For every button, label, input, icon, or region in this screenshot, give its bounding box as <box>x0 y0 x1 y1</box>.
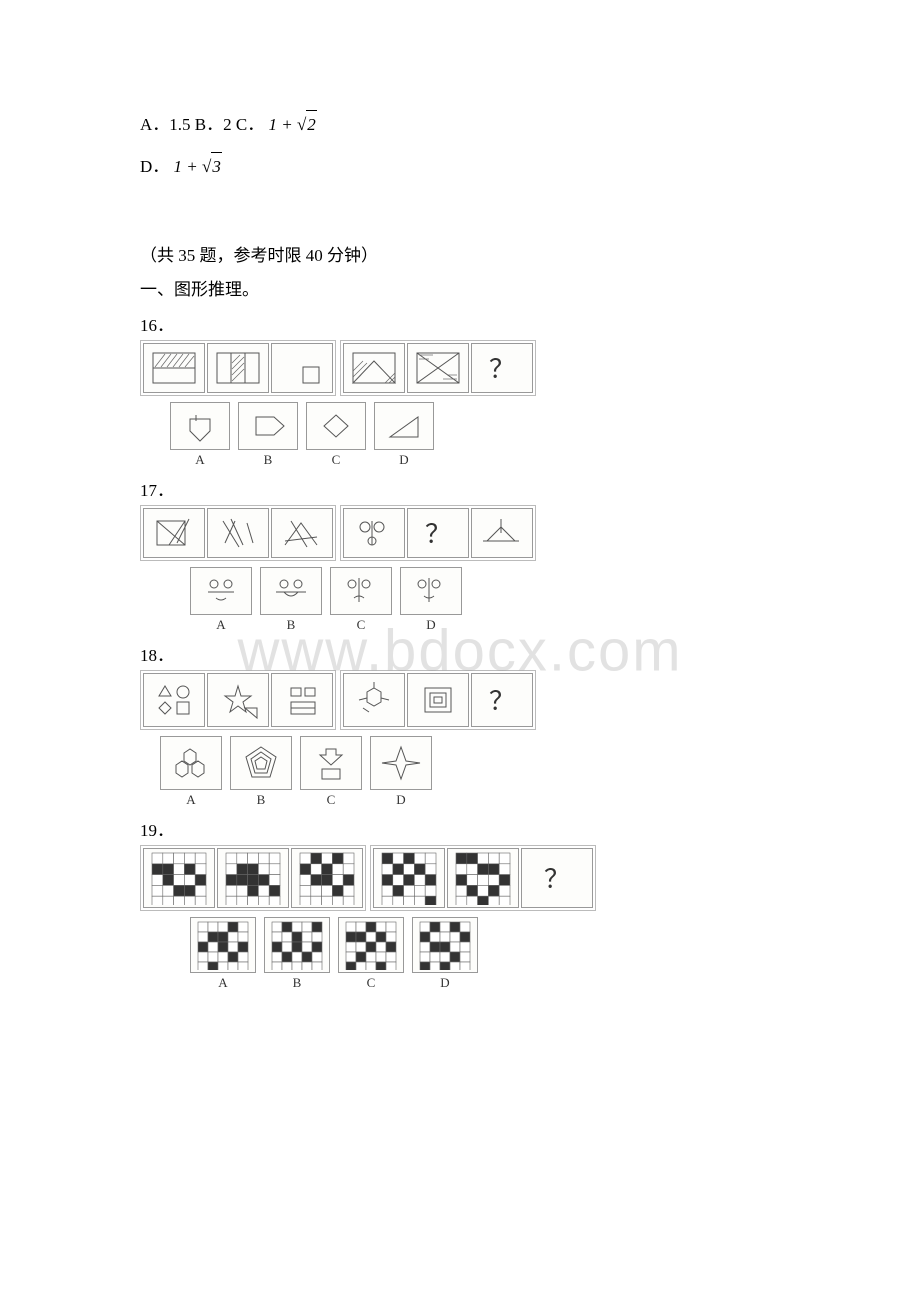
opt-label: B <box>293 975 302 991</box>
opt-C: C <box>332 452 341 468</box>
grid-panel <box>447 848 519 908</box>
section-note: （共 35 题，参考时限 40 分钟） <box>140 242 780 269</box>
opt-D: D <box>399 452 408 468</box>
grid-panel <box>217 848 289 908</box>
q18-label: 18． <box>140 641 780 666</box>
opt-A: A <box>195 452 204 468</box>
q18-figure: ？ A B C D <box>140 670 780 808</box>
grid-panel <box>373 848 445 908</box>
grid-panel <box>143 848 215 908</box>
q16-label: 16． <box>140 311 780 336</box>
math-1: 1 + 2 <box>268 115 316 134</box>
answer-line-2: D． 1 + 3 <box>140 152 780 180</box>
grid-panel <box>291 848 363 908</box>
qmark: ？ <box>489 681 515 718</box>
grid-panel <box>412 917 478 973</box>
answer-d: D． <box>140 157 169 176</box>
q16-figure: ？ A B C D <box>140 340 780 468</box>
opt-B: B <box>264 452 273 468</box>
opt-label: A <box>218 975 227 991</box>
math-2: 1 + 3 <box>174 157 222 176</box>
grid-panel <box>264 917 330 973</box>
q19-label: 19． <box>140 816 780 841</box>
opt-label: C <box>367 975 376 991</box>
qmark: ？ <box>489 349 515 386</box>
q19-figure: ？ A B C D <box>140 845 780 991</box>
answers-abc: A．1.5 B．2 C． <box>140 115 264 134</box>
qmark-panel: ？ <box>521 848 593 908</box>
opt-label: D <box>440 975 449 991</box>
q17-figure: ？ A B C D <box>140 505 780 633</box>
qmark: ？ <box>425 514 451 551</box>
section-title: 一、图形推理。 <box>140 276 780 303</box>
grid-panel <box>338 917 404 973</box>
grid-panel <box>190 917 256 973</box>
answer-line-1: A．1.5 B．2 C． 1 + 2 <box>140 110 780 138</box>
q17-label: 17． <box>140 476 780 501</box>
